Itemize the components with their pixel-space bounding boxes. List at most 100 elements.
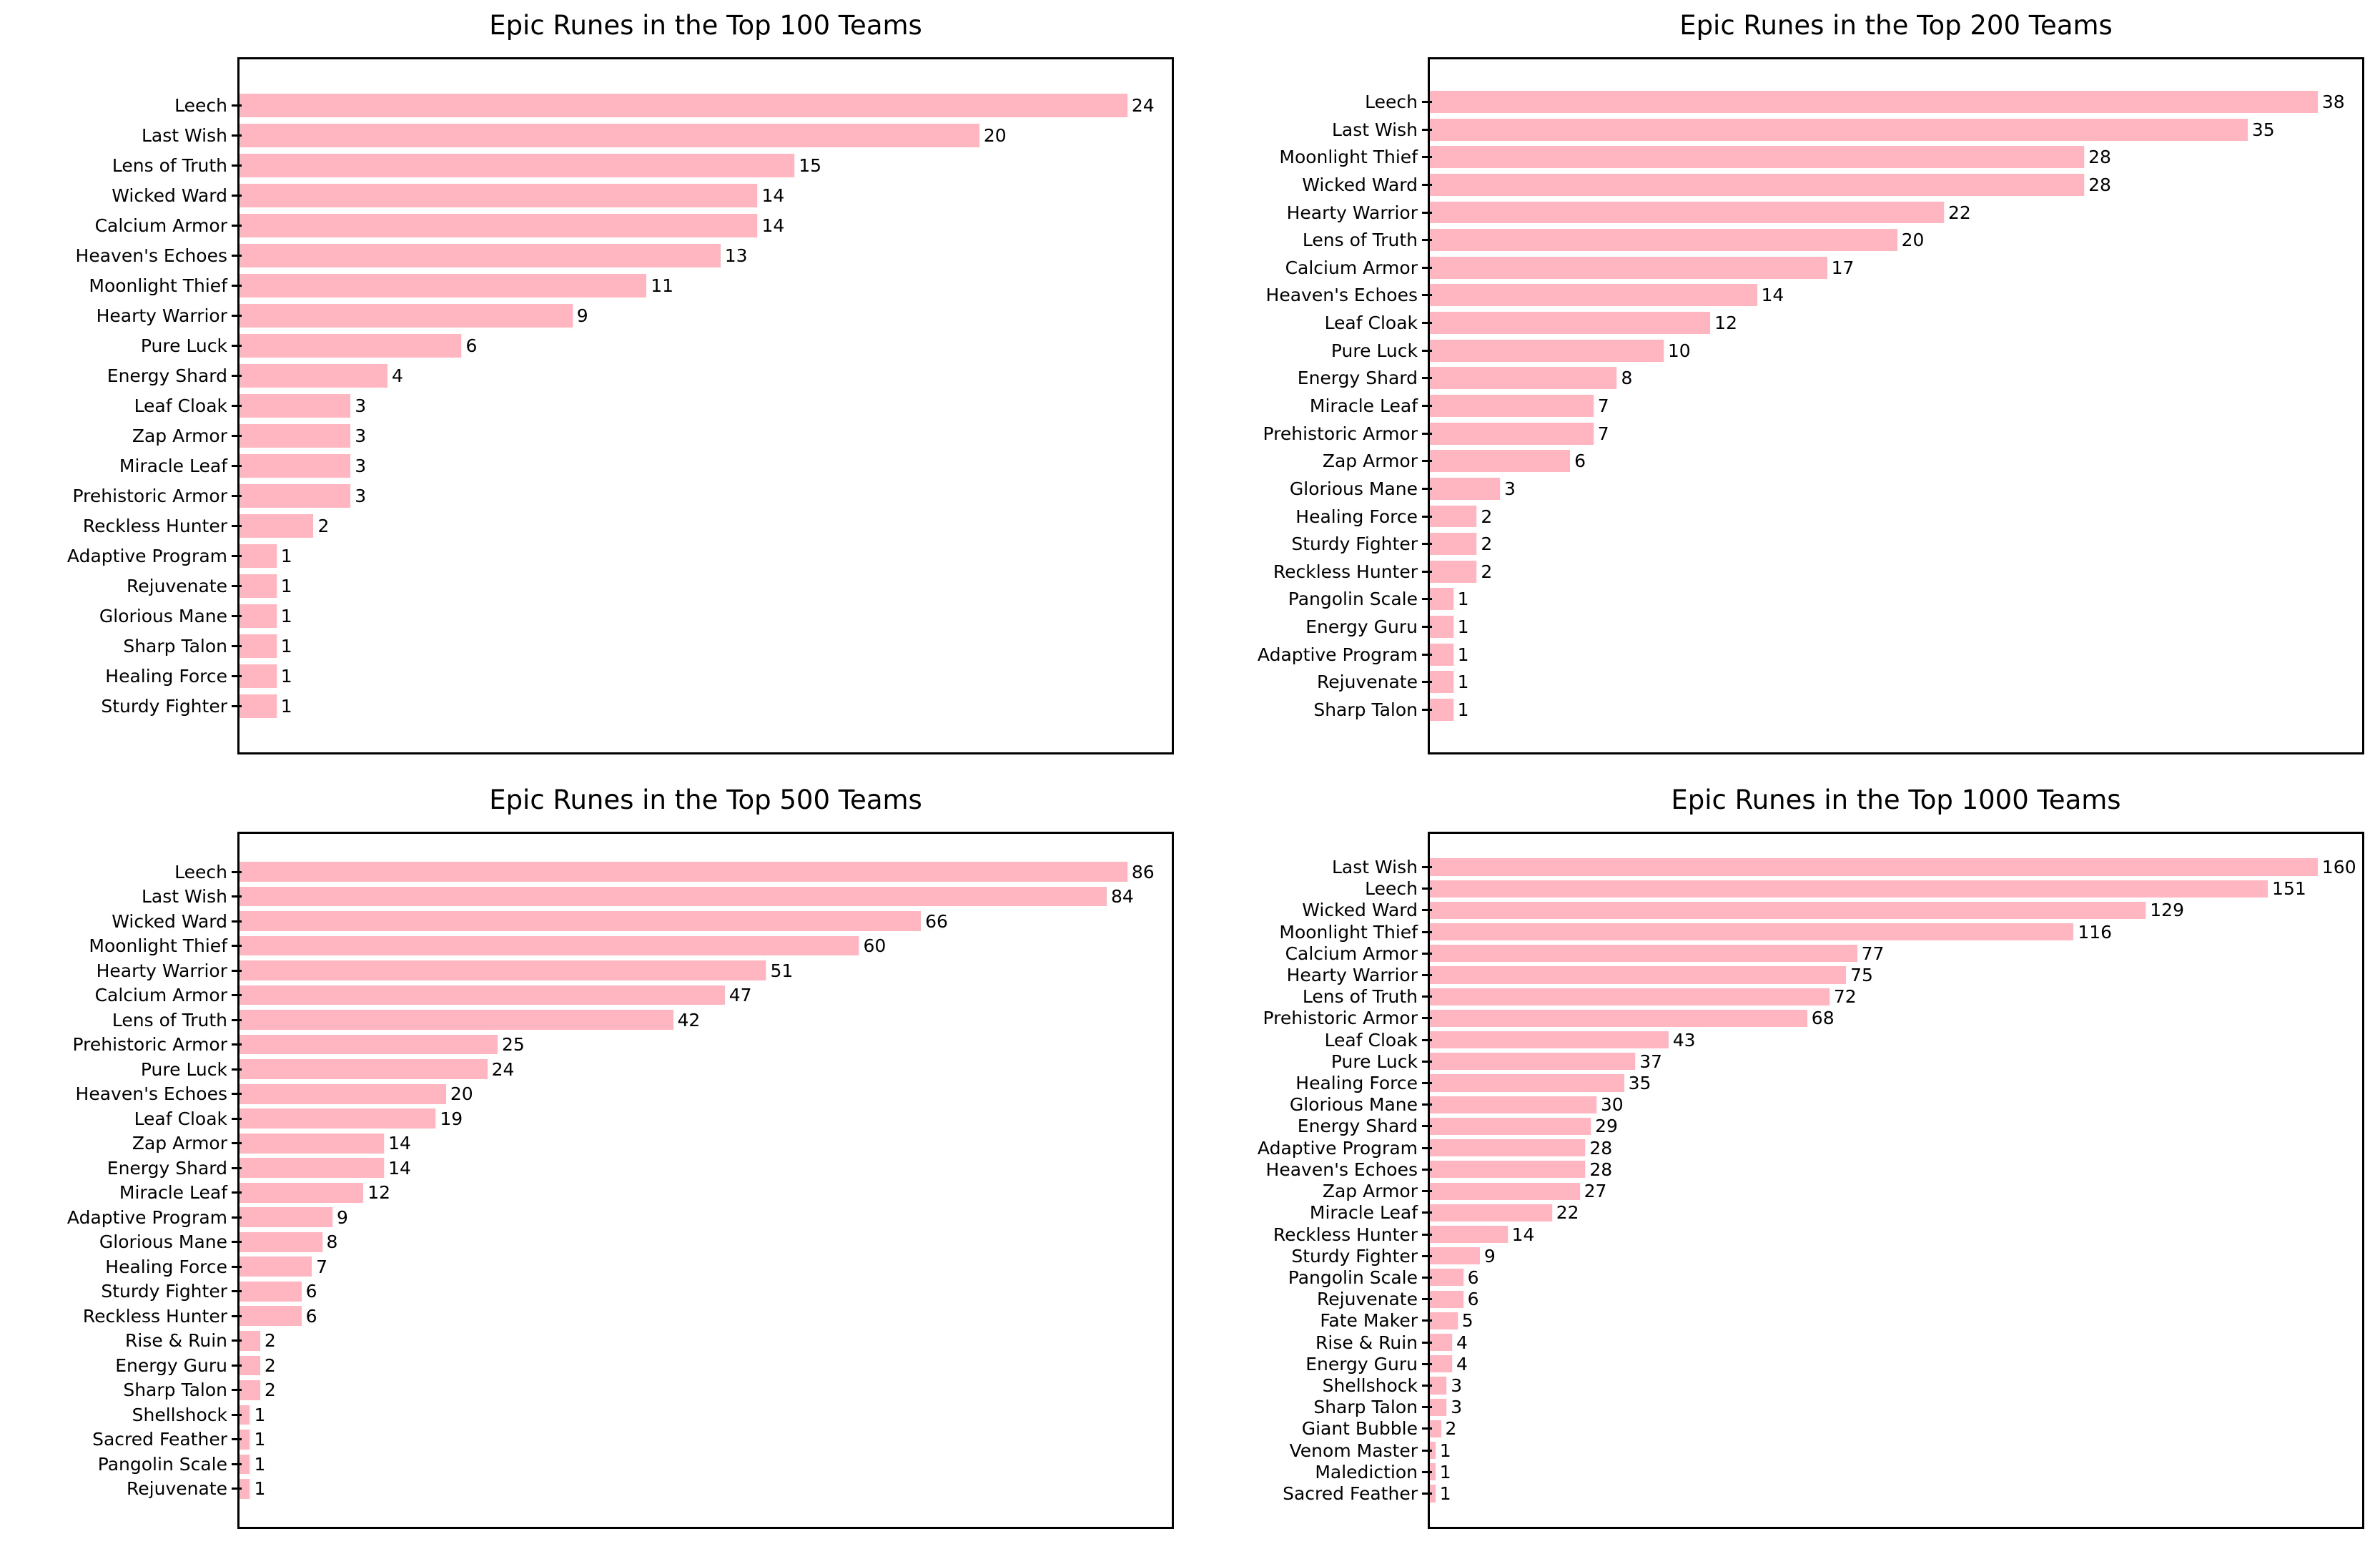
value-label: 9 [336,1206,348,1228]
category-label: Giant Bubble [1301,1418,1418,1440]
category-label: Rejuvenate [1317,1289,1418,1310]
bar [1430,988,1830,1005]
category-label: Last Wish [1331,119,1418,140]
y-tick [1422,1254,1432,1257]
y-tick [1422,1406,1432,1409]
bar-row: Sharp Talon 2 [123,1378,1172,1403]
category-label: Sturdy Fighter [101,1281,227,1302]
bar [240,423,351,448]
category-label: Zap Armor [132,425,227,446]
bar-row: Pure Luck 10 [1331,337,2362,365]
category-label: Wicked Ward [112,910,227,932]
value-label: 84 [1111,886,1134,908]
value-label: 9 [576,305,588,327]
bar-row: Energy Guru 1 [1305,613,2362,641]
bar-row: Calcium Armor 77 [1285,943,2362,964]
category-label: Miracle Leaf [1309,1202,1418,1224]
bar-row: Healing Force 35 [1295,1072,2362,1093]
category-label: Pangolin Scale [97,1453,227,1475]
bar [1430,91,2318,113]
category-label: Pure Luck [1330,1051,1418,1072]
bar-row: Leech 38 [1365,88,2362,116]
category-label: Sacred Feather [1283,1482,1418,1504]
bar [1430,1225,1508,1244]
y-tick [232,1339,242,1342]
bar [240,1430,250,1450]
bar-row: Rise & Ruin 2 [125,1329,1172,1354]
category-label: Sturdy Fighter [101,695,227,717]
bar [1430,1485,1436,1503]
bar [240,1034,498,1055]
value-label: 6 [305,1305,317,1327]
y-tick [232,674,242,677]
bar [240,1010,673,1030]
bar [240,513,314,539]
y-tick [1422,1427,1432,1430]
y-tick [1422,377,1432,380]
y-tick [1422,598,1432,601]
y-tick [1422,239,1432,242]
y-tick [232,375,242,377]
category-label: Leech [1365,91,1418,112]
bar [1430,229,1897,252]
chart-title: Epic Runes in the Top 200 Teams [1679,10,2113,41]
bar [1430,1333,1453,1352]
category-label: Hearty Warrior [1286,202,1418,223]
y-tick [1422,1168,1432,1171]
bar [240,574,277,599]
value-label: 7 [1597,423,1609,444]
bar-row: Zap Armor 3 [132,421,1172,451]
bar-row: Calcium Armor 14 [95,211,1172,241]
bar [1430,966,1847,984]
y-tick [232,584,242,587]
bar-row: Leaf Cloak 12 [1325,309,2362,337]
bar-row: Pure Luck 24 [141,1057,1172,1082]
value-label: 17 [1831,257,1855,278]
bar-row: Pure Luck 6 [141,331,1172,361]
value-label: 12 [1714,313,1737,334]
category-label: Shellshock [132,1404,227,1425]
value-label: 10 [1667,340,1691,361]
bar [1430,339,1664,362]
value-label: 77 [1861,943,1885,964]
value-label: 14 [1511,1224,1535,1245]
y-tick [1422,487,1432,490]
value-label: 1 [1457,699,1469,720]
bar-row: Wicked Ward 66 [112,909,1172,934]
y-tick [1422,974,1432,977]
value-label: 29 [1595,1116,1618,1137]
bar-row: Zap Armor 6 [1323,447,2362,475]
value-label: 12 [367,1182,391,1204]
value-label: 2 [264,1380,276,1401]
y-tick [1422,1211,1432,1214]
value-label: 1 [1457,616,1469,638]
y-tick [1422,100,1432,103]
value-label: 11 [651,275,674,297]
category-label: Glorious Mane [1289,478,1418,499]
bar [240,1182,364,1203]
y-tick [232,1413,242,1416]
category-label: Wicked Ward [1302,174,1418,195]
bar-row: Sturdy Fighter 1 [101,691,1172,721]
bar-row: Malediction 1 [1315,1461,2362,1482]
bar [1430,1139,1586,1157]
value-label: 86 [1131,861,1155,882]
y-tick [1422,866,1432,868]
bar [1430,1377,1447,1395]
bar [240,1306,302,1327]
category-label: Reckless Hunter [1273,561,1418,582]
category-label: Prehistoric Armor [72,485,227,506]
y-tick [1422,1103,1432,1106]
value-label: 30 [1600,1094,1624,1116]
bar-row: Wicked Ward 28 [1302,171,2362,199]
y-tick [232,1216,242,1219]
y-tick [1422,1125,1432,1128]
value-label: 2 [1481,561,1493,582]
value-label: 42 [677,1009,701,1031]
value-label: 3 [1451,1375,1463,1396]
y-tick [1422,322,1432,325]
category-label: Healing Force [105,665,227,687]
value-label: 8 [1621,368,1633,389]
category-label: Pangolin Scale [1288,1267,1418,1288]
value-label: 3 [1504,478,1516,499]
